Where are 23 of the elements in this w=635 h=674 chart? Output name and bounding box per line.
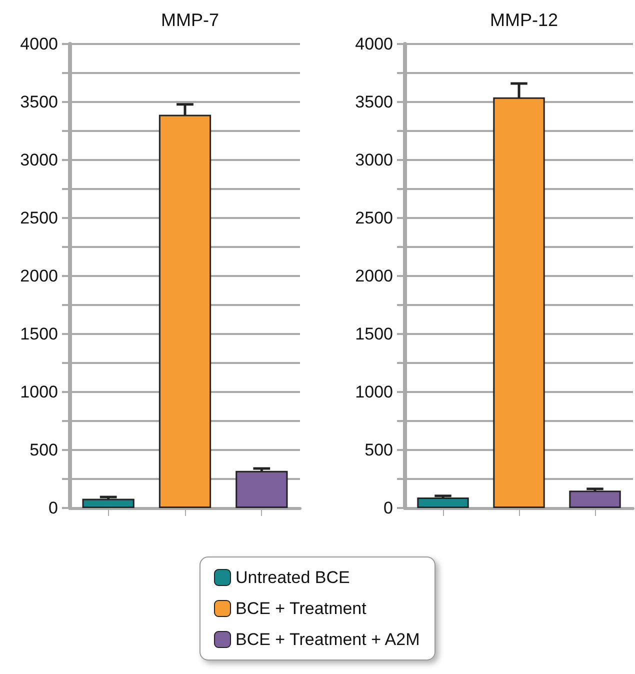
y-tick-label: 1000 xyxy=(20,382,58,402)
y-tick-label: 1500 xyxy=(355,324,393,344)
y-tick-label: 3500 xyxy=(355,92,393,112)
y-tick-label: 2500 xyxy=(355,208,393,228)
y-tick-label: 4000 xyxy=(20,34,58,54)
y-tick-label: 2000 xyxy=(355,266,393,286)
y-tick-label: 0 xyxy=(384,498,393,518)
y-tick-label: 1500 xyxy=(20,324,58,344)
y-tick-label: 1000 xyxy=(355,382,393,402)
y-tick-label: 500 xyxy=(30,440,58,460)
y-tick-label: 500 xyxy=(364,440,393,460)
y-tick-label: 2000 xyxy=(20,266,58,286)
legend-label: BCE + Treatment xyxy=(236,599,367,618)
y-tick-label: 2500 xyxy=(20,208,58,228)
legend-label: BCE + Treatment + A2M xyxy=(236,630,420,649)
chart-title: MMP-7 xyxy=(161,10,219,30)
chart-title: MMP-12 xyxy=(490,10,558,30)
y-tick-label: 0 xyxy=(48,498,58,518)
y-tick-label: 3000 xyxy=(20,150,58,170)
y-tick-label: 4000 xyxy=(355,34,393,54)
y-tick-label: 3500 xyxy=(20,92,58,112)
y-tick-label: 3000 xyxy=(355,150,393,170)
legend-label: Untreated BCE xyxy=(236,568,350,587)
